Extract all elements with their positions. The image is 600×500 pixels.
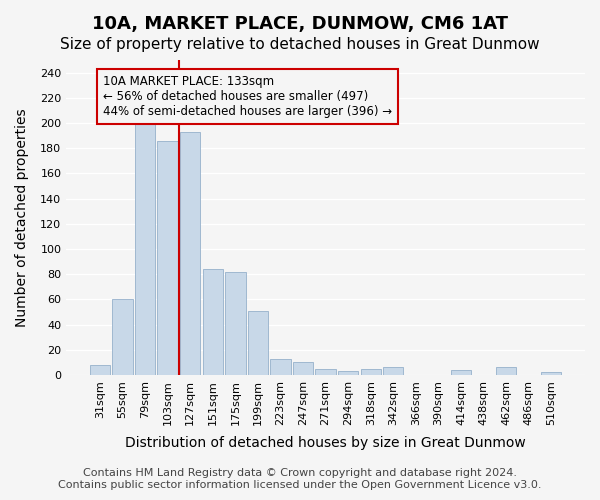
Bar: [451, 370, 471, 375]
Bar: [135, 122, 155, 375]
Bar: [112, 300, 133, 375]
Bar: [316, 368, 336, 375]
Bar: [383, 368, 403, 375]
Bar: [225, 272, 245, 375]
Text: 10A MARKET PLACE: 133sqm
← 56% of detached houses are smaller (497)
44% of semi-: 10A MARKET PLACE: 133sqm ← 56% of detach…: [103, 75, 392, 118]
Text: Size of property relative to detached houses in Great Dunmow: Size of property relative to detached ho…: [60, 38, 540, 52]
Bar: [180, 132, 200, 375]
Bar: [293, 362, 313, 375]
Bar: [338, 371, 358, 375]
Bar: [203, 269, 223, 375]
Bar: [157, 140, 178, 375]
Bar: [90, 365, 110, 375]
Bar: [271, 358, 290, 375]
Text: 10A, MARKET PLACE, DUNMOW, CM6 1AT: 10A, MARKET PLACE, DUNMOW, CM6 1AT: [92, 15, 508, 33]
Text: Contains HM Land Registry data © Crown copyright and database right 2024.
Contai: Contains HM Land Registry data © Crown c…: [58, 468, 542, 490]
Bar: [361, 368, 381, 375]
Bar: [248, 310, 268, 375]
X-axis label: Distribution of detached houses by size in Great Dunmow: Distribution of detached houses by size …: [125, 436, 526, 450]
Bar: [541, 372, 562, 375]
Y-axis label: Number of detached properties: Number of detached properties: [15, 108, 29, 327]
Bar: [496, 368, 516, 375]
